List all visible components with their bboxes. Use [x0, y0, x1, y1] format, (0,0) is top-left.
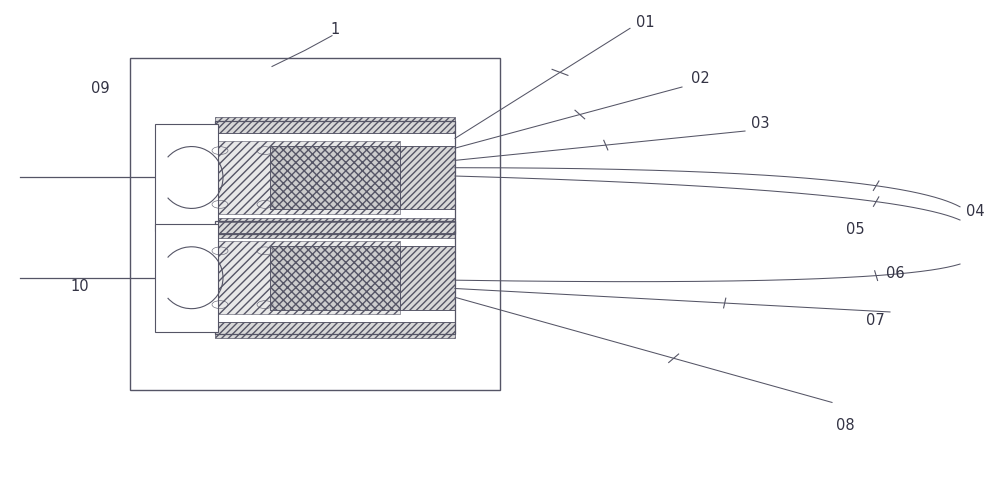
Polygon shape	[215, 118, 455, 134]
Polygon shape	[130, 59, 500, 390]
Polygon shape	[155, 224, 218, 332]
Polygon shape	[400, 246, 455, 310]
Text: 05: 05	[846, 222, 864, 237]
Text: 10: 10	[71, 278, 89, 293]
Text: 06: 06	[886, 266, 904, 281]
Polygon shape	[270, 146, 400, 210]
Polygon shape	[215, 323, 455, 338]
Text: 09: 09	[91, 81, 109, 95]
Text: 1: 1	[330, 22, 340, 37]
Text: 02: 02	[691, 71, 709, 85]
Polygon shape	[400, 146, 455, 210]
Text: 03: 03	[751, 116, 769, 130]
Polygon shape	[215, 218, 455, 234]
Polygon shape	[215, 223, 455, 238]
Text: 07: 07	[866, 312, 884, 327]
Polygon shape	[270, 246, 400, 310]
Text: 04: 04	[966, 204, 984, 219]
Polygon shape	[155, 124, 218, 232]
Polygon shape	[215, 242, 400, 315]
Text: 08: 08	[836, 417, 854, 432]
Text: 01: 01	[636, 15, 654, 29]
Polygon shape	[215, 142, 400, 215]
